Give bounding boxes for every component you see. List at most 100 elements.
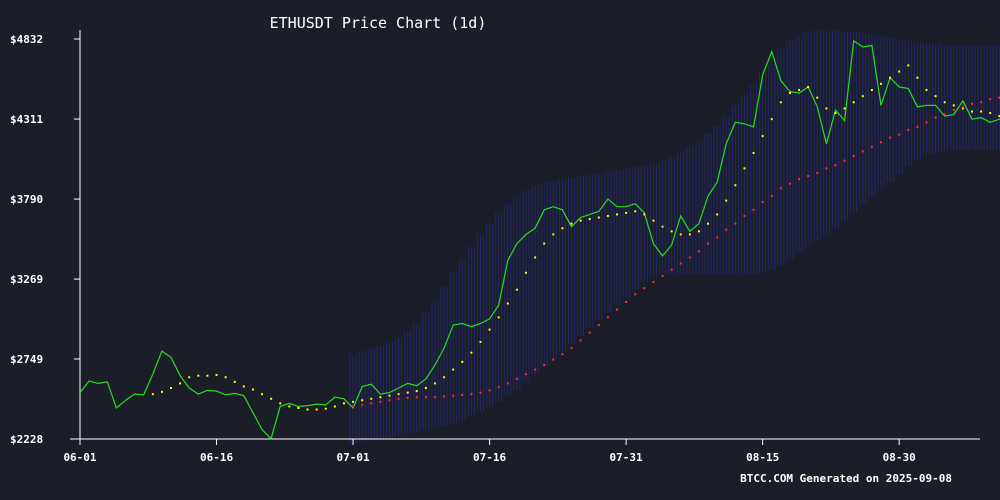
yellow-dot-point xyxy=(270,397,273,400)
y-tick-label: $2749 xyxy=(10,353,43,366)
yellow-dot-point xyxy=(816,96,819,99)
red-dot-point xyxy=(424,396,427,399)
yellow-dot-point xyxy=(497,316,500,319)
yellow-dot-point xyxy=(870,88,873,91)
red-dot-point xyxy=(606,316,609,319)
x-tick-label: 07-16 xyxy=(473,451,506,464)
yellow-dot-point xyxy=(734,184,737,187)
yellow-dot-point xyxy=(561,227,564,230)
axes: $2228 $2749 $3269 $3790 $4311 $4832 06-01 06-16… xyxy=(10,30,980,464)
red-dot-point xyxy=(679,262,682,265)
chart-title: ETHUSDT Price Chart (1d) xyxy=(270,14,487,32)
yellow-dot-point xyxy=(433,382,436,385)
yellow-dot-point xyxy=(606,214,609,217)
yellow-dot-point xyxy=(179,382,182,385)
red-dot-point xyxy=(843,159,846,162)
yellow-dot-point xyxy=(688,233,691,236)
red-dot-point xyxy=(861,150,864,153)
red-dot-point xyxy=(907,128,910,131)
red-dot-point xyxy=(397,397,400,400)
yellow-dot-point xyxy=(488,328,491,331)
yellow-dot-point xyxy=(843,107,846,110)
red-dot-point xyxy=(406,396,409,399)
yellow-dot-point xyxy=(788,92,791,95)
yellow-dot-point xyxy=(388,394,391,397)
red-dot-point xyxy=(515,377,518,380)
red-dot-point xyxy=(788,182,791,185)
yellow-dot-point xyxy=(379,396,382,399)
yellow-dot-point xyxy=(342,402,345,405)
yellow-dot-point xyxy=(242,385,245,388)
yellow-dot-point xyxy=(752,151,755,154)
yellow-dot-point xyxy=(716,213,719,216)
yellow-dot-point xyxy=(506,302,509,305)
yellow-dot-point xyxy=(852,101,855,104)
yellow-dot-point xyxy=(616,213,619,216)
yellow-dot-point xyxy=(952,104,955,107)
red-dot-point xyxy=(807,175,810,178)
yellow-dot-point xyxy=(443,376,446,379)
price-line xyxy=(79,39,1000,440)
yellow-dot-point xyxy=(889,76,892,79)
yellow-dot-point xyxy=(743,167,746,170)
red-dot-point xyxy=(879,141,882,144)
red-dot-point xyxy=(652,281,655,284)
yellow-dot-point xyxy=(324,407,327,410)
yellow-dot-point xyxy=(352,400,355,403)
red-dot-point xyxy=(798,178,801,181)
yellow-dot-point xyxy=(233,380,236,383)
red-dot-point xyxy=(725,228,728,231)
yellow-dot-point xyxy=(661,225,664,228)
yellow-dot-point xyxy=(306,408,309,411)
y-tick-label: $4311 xyxy=(10,113,43,126)
yellow-dot-point xyxy=(297,406,300,409)
yellow-dot-point xyxy=(807,85,810,88)
yellow-dot-point xyxy=(980,110,983,113)
yellow-dot-point xyxy=(188,376,191,379)
yellow-dot-point xyxy=(725,199,728,202)
red-dot-point xyxy=(488,389,491,392)
yellow-dot-point xyxy=(534,256,537,259)
y-tick-label: $2228 xyxy=(10,433,43,446)
red-dot-point xyxy=(597,324,600,327)
yellow-dot-point xyxy=(679,233,682,236)
yellow-dot-point xyxy=(215,373,218,376)
yellow-dot-point xyxy=(597,216,600,219)
yellow-dot-point xyxy=(879,82,882,85)
red-dot-point xyxy=(707,242,710,245)
yellow-dot-point xyxy=(197,374,200,377)
y-tick-label: $4832 xyxy=(10,33,43,46)
red-dot-point xyxy=(525,373,527,376)
yellow-dot-point xyxy=(479,340,482,343)
x-tick-label: 07-31 xyxy=(610,451,643,464)
yellow-dot-point xyxy=(170,387,173,390)
yellow-dot-point xyxy=(925,88,928,91)
red-dot-point xyxy=(898,133,901,136)
x-tick-label: 07-01 xyxy=(336,451,369,464)
yellow-dot-point xyxy=(697,230,700,233)
red-dot-point xyxy=(670,268,673,271)
red-dot-point xyxy=(870,145,873,148)
yellow-dot-point xyxy=(643,213,646,216)
series-layer xyxy=(79,39,1000,440)
x-tick-label: 08-15 xyxy=(746,451,779,464)
yellow-dot-point xyxy=(943,101,946,104)
red-dot-point xyxy=(497,386,500,389)
red-dot-point xyxy=(779,187,782,190)
red-dot-point xyxy=(734,222,737,225)
yellow-dot-point xyxy=(779,101,782,104)
red-dot-point xyxy=(479,391,482,394)
y-tick-label: $3269 xyxy=(10,273,43,286)
red-dot-point xyxy=(852,155,855,158)
red-dot-point xyxy=(934,116,937,119)
y-tick-label: $3790 xyxy=(10,193,43,206)
red-dot-point xyxy=(415,396,418,399)
red-dot-point xyxy=(943,113,946,116)
yellow-dot-point xyxy=(251,388,254,391)
yellow-dot-point xyxy=(452,368,455,371)
yellow-dot-point xyxy=(543,242,546,245)
yellow-dot-point xyxy=(415,390,418,393)
yellow-dot-point xyxy=(989,112,992,115)
red-dot-point xyxy=(834,164,837,167)
